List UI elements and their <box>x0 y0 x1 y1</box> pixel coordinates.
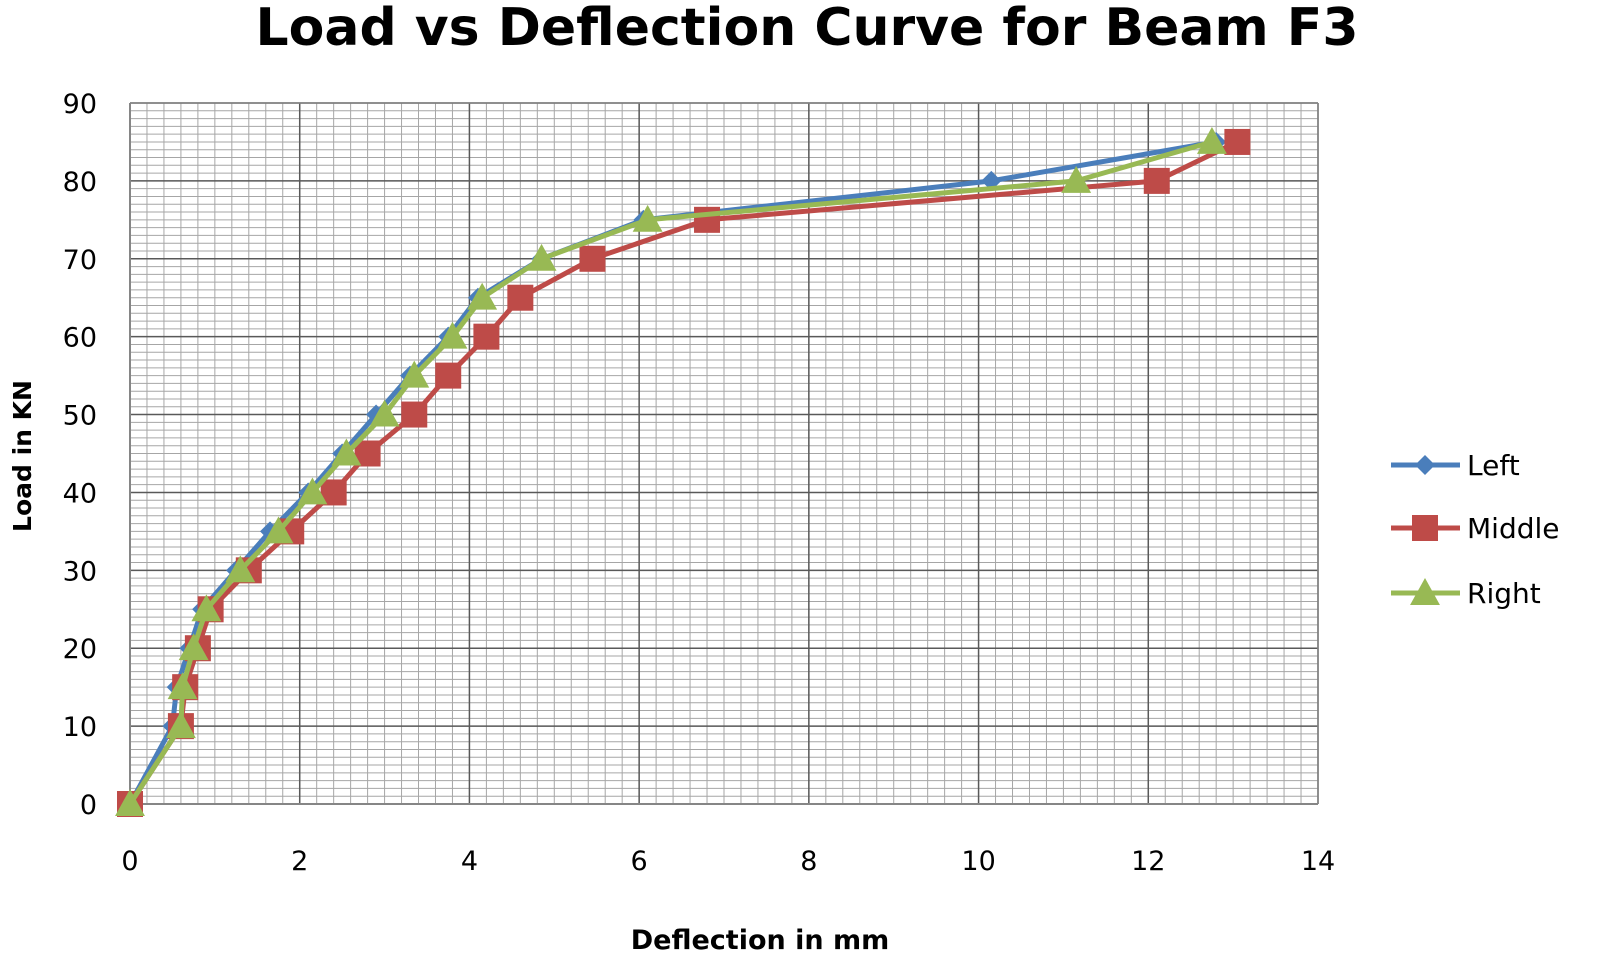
legend-label-right: Right <box>1467 577 1541 610</box>
data-point-right <box>263 516 294 544</box>
legend-marker-left <box>1415 455 1435 475</box>
data-point-right <box>526 243 557 271</box>
data-point-middle <box>507 284 534 311</box>
x-tick-label: 10 <box>961 846 995 877</box>
y-tick-label: 20 <box>63 634 97 665</box>
y-tick-label: 80 <box>63 167 97 198</box>
y-tick-label: 50 <box>63 401 97 432</box>
y-tick-label: 30 <box>63 556 97 587</box>
x-tick-label: 0 <box>121 846 138 877</box>
data-point-middle <box>473 323 500 350</box>
data-point-right <box>1061 165 1092 193</box>
data-point-right <box>331 438 362 466</box>
x-tick-label: 6 <box>631 846 648 877</box>
y-tick-label: 0 <box>80 790 97 821</box>
data-point-right <box>1196 126 1227 154</box>
data-point-middle <box>1143 167 1170 194</box>
data-point-middle <box>579 245 606 272</box>
x-tick-label: 4 <box>461 846 478 877</box>
x-tick-label: 14 <box>1301 846 1335 877</box>
data-point-middle <box>401 401 428 428</box>
y-tick-label: 70 <box>63 245 97 276</box>
legend-label-middle: Middle <box>1467 512 1560 545</box>
data-point-right <box>191 594 222 622</box>
x-axis-label: Deflection in mm <box>630 925 890 956</box>
data-point-middle <box>1224 128 1251 155</box>
data-point-right <box>178 633 209 661</box>
data-point-right <box>467 282 498 310</box>
data-point-right <box>225 555 256 583</box>
x-tick-label: 12 <box>1131 846 1165 877</box>
data-point-right <box>399 360 430 388</box>
data-point-middle <box>694 206 721 233</box>
data-point-right <box>115 789 145 816</box>
y-tick-label: 90 <box>63 89 97 120</box>
chart-title: Load vs Deflection Curve for Beam F3 <box>255 0 1359 58</box>
y-tick-label: 40 <box>63 478 97 509</box>
y-tick-label: 10 <box>63 712 97 743</box>
x-tick-label: 8 <box>800 846 817 877</box>
y-tick-label: 60 <box>63 323 97 354</box>
data-point-right <box>297 477 328 505</box>
data-point-right <box>632 204 663 232</box>
data-point-right <box>165 711 196 739</box>
data-point-middle <box>435 362 462 389</box>
data-point-right <box>167 672 198 700</box>
legend-marker-right <box>1410 578 1440 605</box>
legend-marker-middle <box>1412 515 1438 541</box>
x-tick-label: 2 <box>291 846 308 877</box>
data-point-right <box>437 321 468 349</box>
y-axis-label: Load in KN <box>8 380 37 532</box>
legend-label-left: Left <box>1467 449 1520 482</box>
data-point-right <box>369 399 400 427</box>
